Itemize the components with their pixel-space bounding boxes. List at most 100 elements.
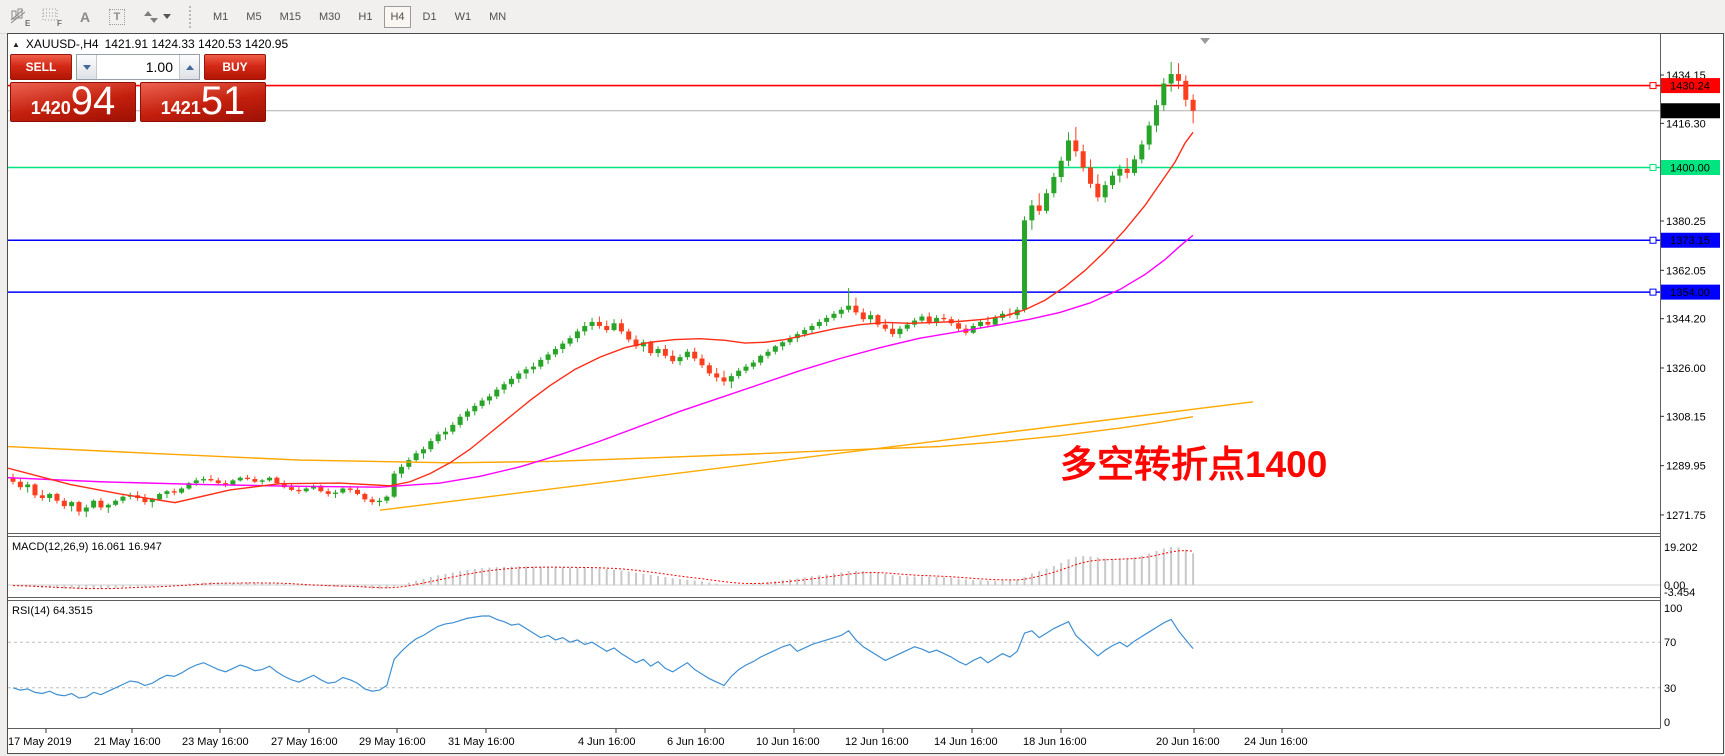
chevron-down-icon	[162, 14, 171, 19]
symbol-label: XAUUSD-,H4	[25, 37, 99, 51]
arrow-down-icon	[82, 64, 91, 70]
chart-canvas[interactable]: MACD(12,26,9) 16.061 16.947 RSI(14) 64.35…	[8, 34, 1723, 752]
buy-price-display[interactable]: 1421 51	[140, 79, 266, 123]
ohlc-values: 1421.91 1424.33 1420.53 1420.95	[104, 37, 289, 51]
timeframe-h1-button[interactable]: H1	[352, 6, 378, 28]
price-badge-label: 1400.00	[1670, 163, 1710, 175]
axes-layer: 1434.151416.301380.251362.051344.201326.…	[8, 34, 1720, 748]
timeframe-d1-button[interactable]: D1	[417, 6, 443, 28]
swap-arrows-icon	[143, 10, 158, 23]
sell-price-pips: 94	[70, 79, 116, 123]
line-handle	[1649, 164, 1657, 172]
chart-shift-icon	[1200, 38, 1210, 44]
indicators-layer: MACD(12,26,9) 16.061 16.947 RSI(14) 64.35…	[8, 541, 1660, 699]
trendline	[379, 401, 1254, 511]
time-tick-label: 4 Jun 16:00	[578, 736, 636, 748]
text-a-icon: A	[79, 8, 91, 25]
time-tick-label: 17 May 2019	[8, 736, 72, 748]
buy-price-pips: 51	[200, 79, 246, 123]
grid-pattern-icon: F	[42, 8, 62, 27]
macd-tick-label: -3.454	[1664, 587, 1695, 599]
timeframe-m15-button[interactable]: M15	[274, 6, 307, 28]
toolbar: E F A T M1 M5 M15 M30 H1 H4 D1 W1 MN	[0, 0, 1725, 34]
time-tick-label: 10 Jun 16:00	[756, 736, 820, 748]
time-tick-label: 20 Jun 16:00	[1156, 736, 1220, 748]
rsi-tick-label: 0	[1664, 717, 1670, 729]
timeframe-w1-button[interactable]: W1	[449, 6, 478, 28]
timeframe-h4-button[interactable]: H4	[384, 5, 411, 28]
sell-price-display[interactable]: 1420 94	[10, 79, 136, 123]
rsi-tick-label: 30	[1664, 683, 1676, 695]
price-badge	[1661, 232, 1720, 248]
rsi-tick-label: 100	[1664, 603, 1682, 615]
mid-ma-line	[8, 234, 1194, 488]
one-click-trading-panel: SELL BUY 1420 94 1421 51	[10, 54, 268, 122]
arrow-up-icon	[185, 64, 194, 70]
volume-input[interactable]	[97, 55, 179, 79]
collapse-panel-icon[interactable]: ▲	[12, 39, 20, 49]
macd-tick-label: 19.202	[1664, 542, 1698, 554]
trade-prices-row: 1420 94 1421 51	[10, 79, 268, 123]
timeframe-m30-button[interactable]: M30	[313, 6, 346, 28]
price-tick-label: 1308.15	[1666, 411, 1706, 423]
sell-price-main: 1420	[30, 98, 71, 118]
text-t-icon: T	[108, 8, 126, 25]
price-badge-label: 1420.95	[1670, 106, 1710, 118]
macd-tick-label: 0.00	[1664, 580, 1685, 592]
price-tick-label: 1326.00	[1666, 363, 1706, 375]
macd-label: MACD(12,26,9) 16.061 16.947	[12, 541, 162, 553]
line-handle	[1649, 288, 1657, 296]
moving-averages-layer	[8, 131, 1194, 504]
time-tick-label: 29 May 16:00	[359, 736, 426, 748]
time-tick-label: 18 Jun 16:00	[1023, 736, 1087, 748]
timeframe-toolbar: M1 M5 M15 M30 H1 H4 D1 W1 MN	[204, 5, 515, 28]
timeframe-m1-button[interactable]: M1	[207, 6, 234, 28]
text-box-button[interactable]: T	[102, 4, 132, 30]
price-badge	[1661, 284, 1720, 300]
chart-annotation-text: 多空转折点1400	[1060, 444, 1328, 485]
svg-text:F: F	[57, 19, 62, 27]
trade-controls-row: SELL BUY	[10, 54, 268, 80]
time-tick-label: 6 Jun 16:00	[667, 736, 725, 748]
price-badge	[1661, 78, 1720, 94]
price-badge	[1661, 160, 1720, 176]
price-tick-label: 1289.95	[1666, 461, 1706, 473]
line-handle	[1649, 236, 1657, 244]
price-badge-label: 1373.15	[1670, 235, 1710, 247]
time-tick-label: 31 May 16:00	[448, 736, 515, 748]
price-badge-label: 1354.00	[1670, 287, 1710, 299]
time-tick-label: 23 May 16:00	[182, 736, 249, 748]
timeframe-mn-button[interactable]: MN	[483, 6, 512, 28]
color-scheme-button[interactable]	[134, 4, 178, 30]
volume-increase-button[interactable]	[179, 55, 199, 79]
time-tick-label: 12 Jun 16:00	[845, 736, 909, 748]
slow-ma-line	[8, 416, 1194, 464]
levels-layer	[8, 82, 1660, 511]
macd-signal-line	[12, 550, 1194, 590]
timeframe-m5-button[interactable]: M5	[240, 6, 267, 28]
time-tick-label: 21 May 16:00	[94, 736, 161, 748]
chart-pattern-e-button[interactable]: E	[6, 4, 36, 30]
fast-ma-line	[8, 131, 1194, 504]
rsi-line	[12, 615, 1194, 699]
price-tick-label: 1344.20	[1666, 314, 1706, 326]
text-label-button[interactable]: A	[70, 4, 100, 30]
price-tick-label: 1271.75	[1666, 510, 1706, 522]
volume-decrease-button[interactable]	[77, 55, 97, 79]
candles-layer	[10, 61, 1196, 517]
grid-pattern-f-button[interactable]: F	[38, 4, 68, 30]
chart-window: MACD(12,26,9) 16.061 16.947 RSI(14) 64.35…	[7, 33, 1724, 754]
price-tick-label: 1416.30	[1666, 118, 1706, 130]
price-badge-label: 1430.24	[1670, 81, 1710, 93]
toolbar-separator	[189, 5, 196, 28]
line-handle	[1649, 82, 1657, 90]
price-tick-label: 1362.05	[1666, 265, 1706, 277]
buy-button[interactable]: BUY	[204, 54, 266, 80]
chart-title: ▲ XAUUSD-,H4 1421.91 1424.33 1420.53 142…	[12, 37, 288, 51]
volume-stepper	[76, 54, 200, 80]
price-badge	[1661, 103, 1720, 119]
sell-button[interactable]: SELL	[10, 54, 72, 80]
candle-pattern-icon: E	[10, 8, 31, 27]
price-tick-label: 1380.25	[1666, 216, 1706, 228]
